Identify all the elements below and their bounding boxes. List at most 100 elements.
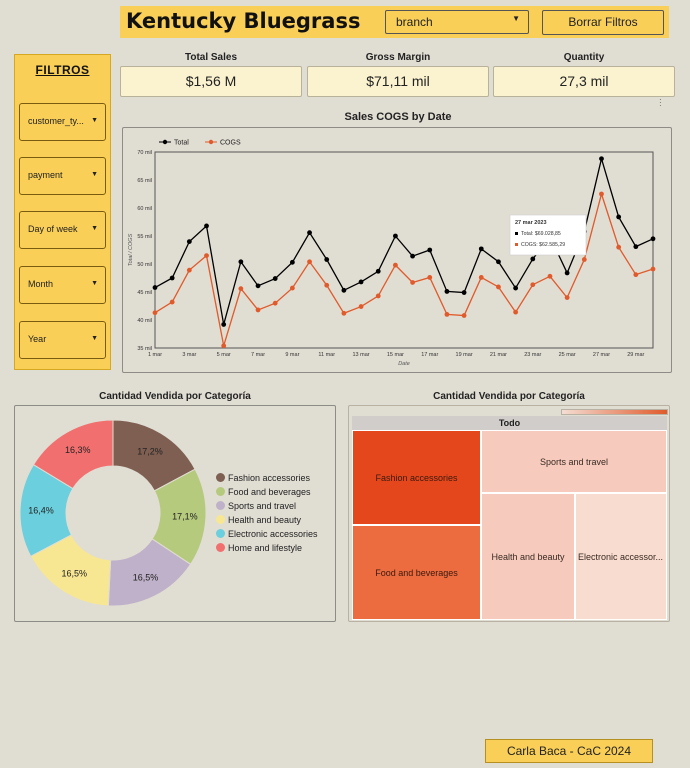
donut-chart-frame: 17,2% 17,1% 16,5% 16,5% 16,4% 16,3% (14, 405, 336, 622)
data-point-total (616, 214, 622, 220)
chevron-down-icon: ▼ (91, 171, 98, 178)
data-point-cogs (307, 259, 312, 265)
treemap-cell-health[interactable]: Health and beauty (481, 493, 575, 620)
series-line-cogs (154, 191, 654, 346)
data-point-total (633, 244, 639, 250)
x-tick-label: 17 mar (421, 352, 438, 358)
x-tick-label: 21 mar (490, 352, 507, 358)
legend-swatch (216, 501, 225, 510)
more-options-icon[interactable]: · · · (659, 95, 662, 110)
legend-swatch (216, 515, 225, 524)
data-point-total (410, 253, 415, 259)
author-badge: Carla Baca - CaC 2024 (485, 739, 653, 763)
tooltip-box (509, 214, 587, 256)
legend-label: Sports and travel (228, 501, 297, 511)
kpi-total-sales-value: $1,56 M (120, 66, 302, 97)
legend-label: Food and beverages (228, 487, 311, 497)
chevron-down-icon: ▼ (91, 280, 98, 287)
y-tick-label: 35 mil (137, 346, 152, 352)
data-point-total (461, 290, 467, 295)
filter-label: Year (28, 334, 47, 344)
data-point-cogs (221, 343, 227, 349)
branch-dropdown[interactable]: branch ▼ (385, 10, 529, 34)
legend-marker (208, 139, 214, 145)
treemap-cell-fashion[interactable]: Fashion accessories (352, 430, 481, 525)
legend-label: Fashion accessories (228, 473, 311, 483)
month-filter[interactable]: Month ▼ (19, 266, 106, 304)
dashboard-title: Kentucky Bluegrass (126, 9, 361, 33)
treemap-cell-food[interactable]: Food and beverages (352, 525, 481, 620)
data-point-total (427, 247, 433, 253)
data-point-cogs (341, 310, 347, 316)
x-tick-label: 5 mar (217, 352, 231, 358)
data-point-total (444, 289, 450, 294)
data-point-cogs (272, 300, 278, 306)
data-point-total (152, 285, 158, 290)
data-point-total (307, 230, 312, 236)
data-point-cogs (616, 244, 622, 250)
data-point-total (324, 257, 330, 262)
y-tick-label: 45 mil (137, 290, 152, 296)
data-point-cogs (152, 310, 158, 316)
kpi-total-sales-label: Total Sales (184, 52, 238, 63)
treemap-cell-sports[interactable]: Sports and travel (481, 430, 667, 493)
treemap-cell-electronic[interactable]: Electronic accessor... (575, 493, 667, 620)
legend-label: Health and beauty (228, 515, 302, 525)
payment-filter[interactable]: payment ▼ (19, 157, 106, 195)
x-tick-label: 27 mar (593, 352, 610, 358)
data-point-total (650, 236, 656, 242)
data-point-total (204, 223, 209, 229)
tooltip-total-swatch (515, 232, 518, 235)
x-tick-label: 7 mar (251, 352, 265, 358)
data-point-total (341, 287, 347, 293)
data-point-total (564, 270, 570, 276)
data-point-cogs (530, 282, 536, 288)
y-tick-label: 50 mil (137, 262, 152, 268)
chevron-down-icon: ▼ (91, 117, 98, 124)
data-point-total (358, 279, 364, 285)
legend-item[interactable]: Fashion accessories (216, 473, 310, 483)
data-point-cogs (444, 312, 450, 317)
data-point-cogs (496, 284, 501, 290)
data-point-total (255, 283, 261, 289)
data-point-total (272, 276, 278, 281)
x-tick-label: 9 mar (285, 352, 299, 358)
data-point-cogs (238, 286, 244, 292)
filters-panel: FILTROS customer_ty... ▼ payment ▼ Day o… (14, 54, 111, 370)
filter-label: Day of week (28, 224, 78, 234)
data-point-cogs (633, 272, 639, 278)
x-tick-label: 29 mar (627, 352, 644, 358)
data-point-cogs (375, 293, 381, 299)
data-point-total (530, 256, 536, 262)
chevron-down-icon: ▼ (512, 14, 520, 23)
legend-swatch (216, 543, 225, 552)
legend-item[interactable]: Electronic accessories (216, 529, 318, 539)
year-filter[interactable]: Year ▼ (19, 321, 106, 359)
x-tick-label: 3 mar (182, 352, 196, 358)
customer-type-filter[interactable]: customer_ty... ▼ (19, 103, 106, 141)
legend-item[interactable]: Sports and travel (216, 501, 296, 511)
legend-item[interactable]: Home and lifestyle (216, 543, 302, 553)
kpi-quantity-value: 27,3 mil (493, 66, 675, 97)
legend-swatch (216, 487, 225, 496)
donut-chart: 17,2% 17,1% 16,5% 16,5% 16,4% 16,3% (19, 419, 207, 607)
data-point-cogs (289, 285, 295, 291)
x-tick-label: 23 mar (524, 352, 541, 358)
x-tick-label: 1 mar (148, 352, 162, 358)
legend-item[interactable]: Food and beverages (216, 487, 311, 497)
branch-dropdown-label: branch (396, 15, 433, 29)
clear-filters-button[interactable]: Borrar Filtros (542, 10, 664, 35)
data-point-total (478, 246, 484, 252)
donut-slice-label: 16,4% (28, 506, 54, 516)
legend-marker (162, 139, 168, 145)
x-tick-label: 13 mar (353, 352, 370, 358)
day-of-week-filter[interactable]: Day of week ▼ (19, 211, 106, 249)
donut-slice-label: 16,5% (133, 572, 159, 582)
donut-slice (32, 419, 114, 490)
data-point-cogs (186, 267, 192, 273)
legend-item[interactable]: Health and beauty (216, 515, 301, 525)
data-point-total (393, 233, 398, 239)
treemap-root-label[interactable]: Todo (352, 416, 667, 430)
x-tick-label: 11 mar (318, 352, 335, 358)
donut-chart-title: Cantidad Vendida por Categoría (99, 391, 251, 402)
